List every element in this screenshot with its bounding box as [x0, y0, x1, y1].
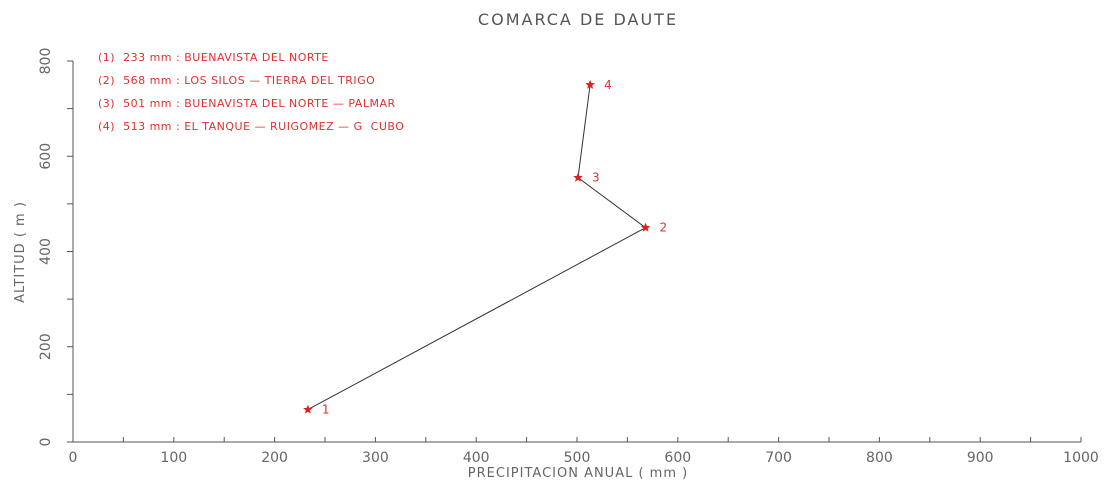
x-tick-label: 700 [765, 450, 792, 466]
x-tick-label: 500 [564, 450, 591, 466]
axes: 0 100 200 300 400 500 600 700 800 900 1000 0 200 400 6… [38, 48, 1099, 466]
x-tick-label: 1000 [1063, 450, 1099, 466]
x-tick-label: 200 [261, 450, 288, 466]
data-point-label-1: 1 [322, 403, 330, 417]
x-tick-label: 300 [362, 450, 389, 466]
data-point-label-3: 3 [592, 171, 600, 185]
legend: (1) 233 mm : BUENAVISTA DEL NORTE (2) 568… [98, 51, 404, 133]
y-tick-label: 400 [38, 238, 54, 265]
data-point-3 [573, 172, 583, 182]
legend-entry: (4) 513 mm : EL TANQUE — RUIGOMEZ — G CU… [98, 120, 404, 133]
y-tick-label: 200 [38, 333, 54, 360]
data-point-1 [303, 404, 313, 414]
x-tick-label: 900 [967, 450, 994, 466]
y-tick-label: 0 [38, 438, 54, 447]
chart-title: COMARCA DE DAUTE [478, 10, 678, 29]
x-axis-title: PRECIPITACION ANUAL ( mm ) [468, 466, 688, 481]
x-tick-label: 800 [866, 450, 893, 466]
x-tick-label: 600 [664, 450, 691, 466]
x-tick-label: 100 [160, 450, 187, 466]
legend-entry: (2) 568 mm : LOS SILOS — TIERRA DEL TRIG… [98, 74, 375, 87]
legend-entry: (3) 501 mm : BUENAVISTA DEL NORTE — PALM… [98, 97, 396, 110]
x-tick-label: 0 [69, 450, 78, 466]
legend-entry: (1) 233 mm : BUENAVISTA DEL NORTE [98, 51, 329, 64]
data-point-label-2: 2 [660, 221, 668, 235]
x-tick-label: 400 [463, 450, 490, 466]
y-axis-title: ALTITUD ( m ) [13, 201, 28, 303]
data-point-2 [640, 222, 651, 232]
y-tick-label: 800 [38, 48, 54, 75]
y-tick-label: 600 [38, 143, 54, 170]
data-point-label-4: 4 [604, 78, 612, 92]
data-series: 1 2 3 4 [303, 78, 667, 417]
series-line [307, 84, 647, 411]
data-point-4 [585, 79, 595, 89]
